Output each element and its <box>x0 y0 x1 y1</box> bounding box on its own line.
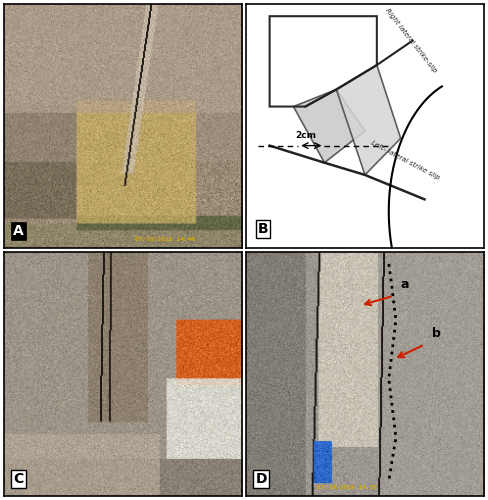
Text: 07/10/2016 14:44: 07/10/2016 14:44 <box>135 237 195 242</box>
Text: D: D <box>255 472 267 486</box>
Text: 07/19/2016 14:33: 07/19/2016 14:33 <box>317 484 377 490</box>
Polygon shape <box>336 65 401 175</box>
Text: C: C <box>14 472 24 486</box>
Text: Right lateral strike-slip: Right lateral strike-slip <box>384 7 438 73</box>
Text: Left- lateral strike slip: Left- lateral strike slip <box>370 140 440 181</box>
Text: B: B <box>258 222 268 236</box>
Polygon shape <box>293 90 365 162</box>
Text: 2cm: 2cm <box>295 132 316 140</box>
Text: A: A <box>14 224 24 238</box>
Text: b: b <box>432 328 441 340</box>
Text: a: a <box>401 278 409 291</box>
